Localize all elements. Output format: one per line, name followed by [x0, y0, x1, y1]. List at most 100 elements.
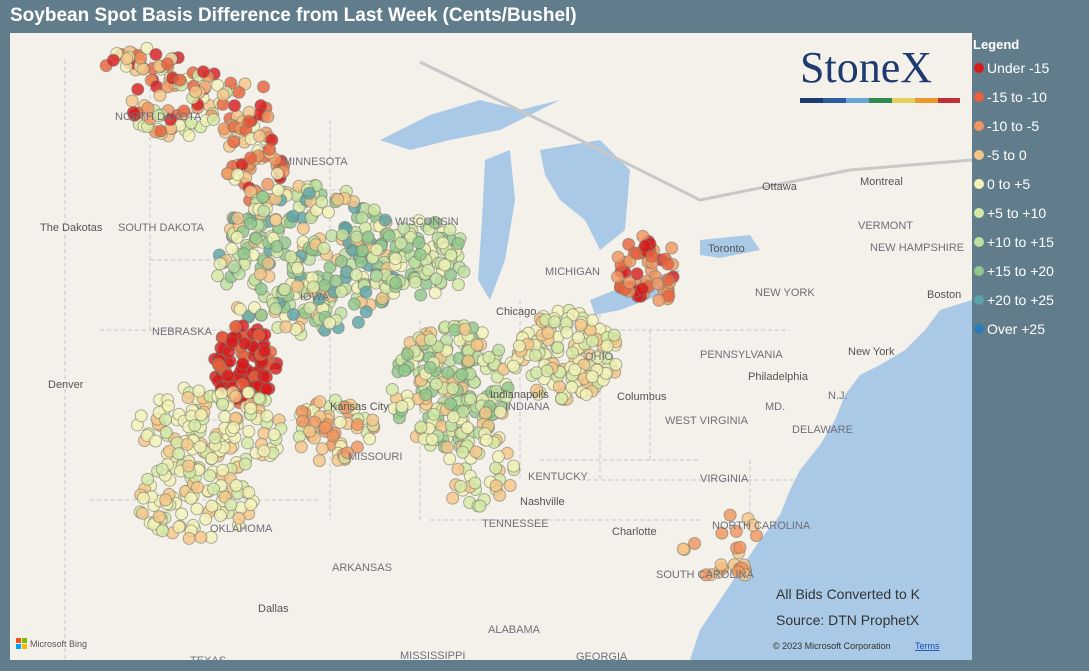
border	[419, 60, 972, 202]
bid-dot	[216, 88, 230, 102]
place-label: NORTH CAROLINA	[712, 520, 811, 532]
bid-dot	[400, 347, 414, 361]
bid-dot	[229, 320, 243, 334]
bid-dot	[548, 315, 562, 329]
bid-dot	[286, 209, 300, 223]
legend-label: 0 to +5	[987, 176, 1030, 192]
place-label: NORTH DAKOTA	[115, 111, 202, 123]
bid-dot	[244, 498, 258, 512]
bid-dot	[491, 450, 505, 464]
bid-dot	[267, 428, 281, 442]
bid-dot	[493, 405, 507, 419]
bid-dot	[244, 401, 258, 415]
bid-dot	[258, 344, 272, 358]
bid-dot	[256, 80, 270, 94]
bid-dot	[192, 384, 206, 398]
bid-dot	[408, 275, 422, 289]
bid-dot	[203, 469, 217, 483]
legend-label: +20 to +25	[987, 292, 1054, 308]
legend-swatch	[974, 324, 984, 334]
bid-dot	[363, 432, 377, 446]
bid-dot	[440, 440, 454, 454]
bid-dot	[354, 255, 368, 269]
bid-dot	[350, 440, 364, 454]
bid-dot	[451, 237, 465, 251]
bid-dot	[194, 530, 208, 544]
bid-dots	[99, 41, 763, 582]
bid-dot	[172, 447, 186, 461]
bid-dot	[385, 383, 399, 397]
bid-dot	[256, 190, 270, 204]
bid-dot	[489, 461, 503, 475]
bid-dot	[252, 129, 266, 143]
bid-dot	[611, 250, 625, 264]
bid-dot	[296, 222, 310, 236]
place-label: WISCONSIN	[395, 216, 459, 228]
bid-dot	[126, 105, 140, 119]
bid-dot	[155, 462, 169, 476]
bid-dot	[152, 109, 166, 123]
bid-dot	[286, 308, 300, 322]
bid-dot	[444, 397, 458, 411]
place-label: Dallas	[258, 603, 289, 615]
place-label: MD.	[765, 401, 785, 413]
bid-dot	[451, 462, 465, 476]
place-label: Nashville	[520, 496, 565, 508]
bid-dot	[414, 420, 428, 434]
bid-dot	[412, 236, 426, 250]
bid-dot	[731, 565, 745, 579]
bid-dot	[446, 491, 460, 505]
place-label: OHIO	[585, 351, 614, 363]
place-label: ARKANSAS	[332, 562, 392, 574]
bid-dot	[425, 432, 439, 446]
bid-dot	[207, 112, 221, 126]
legend-label: Over +25	[987, 321, 1045, 337]
place-label: Chicago	[496, 306, 536, 318]
lake-ontario	[700, 235, 760, 258]
bid-dot	[347, 297, 361, 311]
bid-dot	[161, 399, 175, 413]
bid-dot	[446, 382, 460, 396]
bid-dot	[359, 305, 373, 319]
bid-dot	[438, 258, 452, 272]
bid-dot	[303, 424, 317, 438]
place-label: PENNSYLVANIA	[700, 349, 783, 361]
bid-dot	[159, 413, 173, 427]
bid-dot	[303, 301, 317, 315]
bid-dot	[134, 51, 148, 65]
bid-dot	[715, 526, 729, 540]
bid-dot	[135, 506, 149, 520]
bid-dot	[600, 339, 614, 353]
bid-dot	[163, 112, 177, 126]
bid-dot	[306, 280, 320, 294]
place-label: NEW HAMPSHIRE	[870, 242, 964, 254]
note: All Bids Converted to K	[776, 586, 921, 602]
bid-dot	[232, 511, 246, 525]
bid-dot	[507, 459, 521, 473]
bid-dot	[278, 282, 292, 296]
bid-dot	[458, 322, 472, 336]
bid-dot	[271, 183, 285, 197]
bid-dot	[492, 343, 506, 357]
place-label: Denver	[48, 379, 84, 391]
bid-dot	[149, 48, 163, 62]
bid-dot	[729, 524, 743, 538]
bid-dot	[579, 388, 593, 402]
legend-swatch	[974, 295, 984, 305]
bid-dot	[323, 316, 337, 330]
place-label: WEST VIRGINIA	[665, 415, 749, 427]
bid-dot	[723, 508, 737, 522]
legend-swatch	[974, 63, 984, 73]
bid-dot	[125, 94, 139, 108]
place-label: Indianapolis	[490, 389, 549, 401]
logo-bar	[800, 98, 960, 103]
bid-dot	[193, 440, 207, 454]
bid-dot	[231, 211, 245, 225]
note: Source: DTN ProphetX	[776, 612, 920, 628]
legend-swatch	[974, 266, 984, 276]
terms-link[interactable]: Terms	[915, 641, 940, 651]
bid-dot	[270, 240, 284, 254]
bid-dot	[136, 62, 150, 76]
bid-dot	[375, 292, 389, 306]
bid-dot	[551, 341, 565, 355]
